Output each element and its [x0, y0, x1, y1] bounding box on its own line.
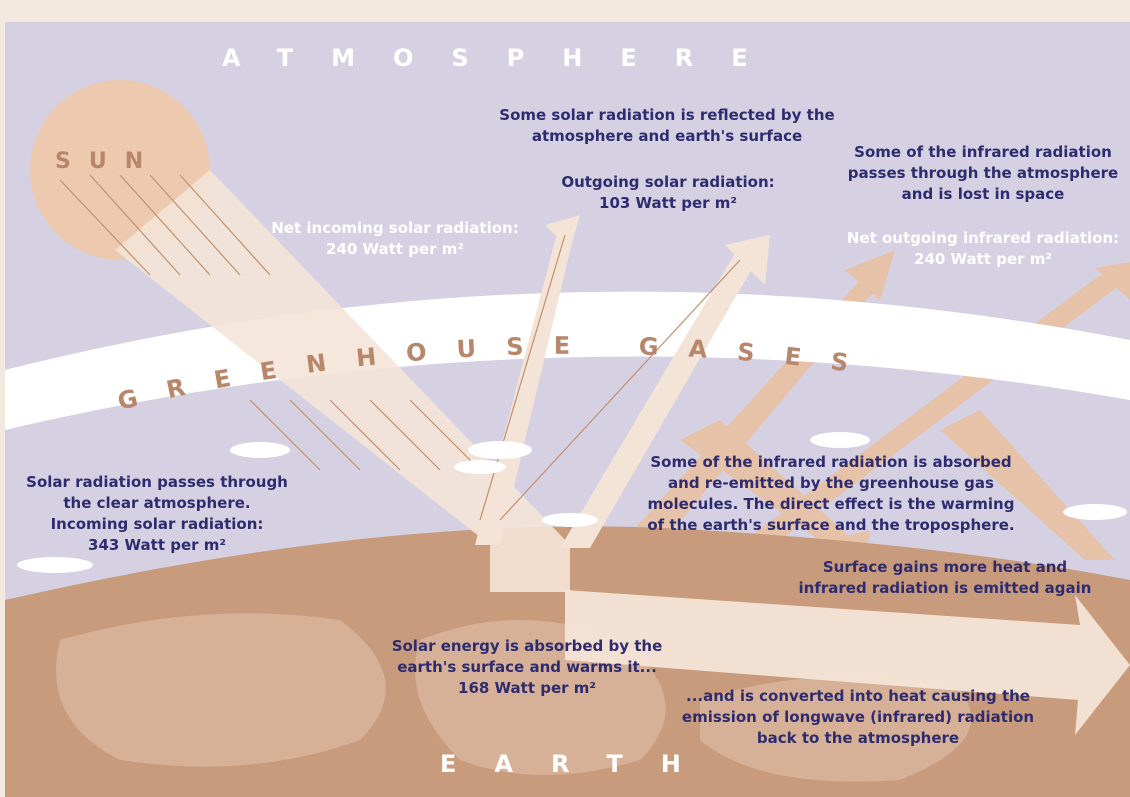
label-line: of the earth's surface and the troposphe…	[647, 516, 1014, 534]
label-line: Outgoing solar radiation:	[561, 173, 774, 191]
incoming-beam	[115, 170, 570, 592]
label-line: Surface gains more heat and	[823, 558, 1067, 576]
arrow-head	[545, 215, 580, 250]
arrow-head	[725, 235, 770, 285]
land	[56, 613, 972, 782]
label-line: Some of the infrared radiation	[854, 143, 1112, 161]
label-line: back to the atmosphere	[757, 729, 959, 747]
label-line: Some of the infrared radiation is absorb…	[650, 453, 1011, 471]
label-line: the clear atmosphere.	[63, 494, 250, 512]
labels: Some solar radiation is reflected by the…	[26, 106, 1119, 747]
label-line: 240 Watt per m²	[914, 250, 1052, 268]
label-line: 240 Watt per m²	[326, 240, 464, 258]
label-line: molecules. The direct effect is the warm…	[648, 495, 1015, 513]
label-line: emission of longwave (infrared) radiatio…	[682, 708, 1034, 726]
atmosphere-label: ATMOSPHERE	[222, 44, 786, 72]
label-line: ...and is converted into heat causing th…	[686, 687, 1030, 705]
label-line: infrared radiation is emitted again	[799, 579, 1092, 597]
label-line: 103 Watt per m²	[599, 194, 737, 212]
label-line: and re-emitted by the greenhouse gas	[668, 474, 994, 492]
earth-label: EARTH	[440, 750, 719, 778]
label-line: and is lost in space	[902, 185, 1065, 203]
label-line: passes through the atmosphere	[848, 164, 1118, 182]
clouds	[17, 432, 1127, 573]
reflected-beam	[560, 245, 760, 548]
heat-arrow	[565, 590, 1130, 735]
label-line: Net outgoing infrared radiation:	[847, 229, 1119, 247]
label-line: Some solar radiation is reflected by the	[499, 106, 834, 124]
sun-label: SUN	[55, 149, 161, 174]
label-line: earth's surface and warms it...	[397, 658, 657, 676]
label-line: Incoming solar radiation:	[51, 515, 264, 533]
label-line: Solar radiation passes through	[26, 473, 288, 491]
label-line: Solar energy is absorbed by the	[392, 637, 663, 655]
label-line: atmosphere and earth's surface	[532, 127, 802, 145]
label-line: 343 Watt per m²	[88, 536, 226, 554]
label-line: 168 Watt per m²	[458, 679, 596, 697]
label-line: Net incoming solar radiation:	[271, 219, 518, 237]
